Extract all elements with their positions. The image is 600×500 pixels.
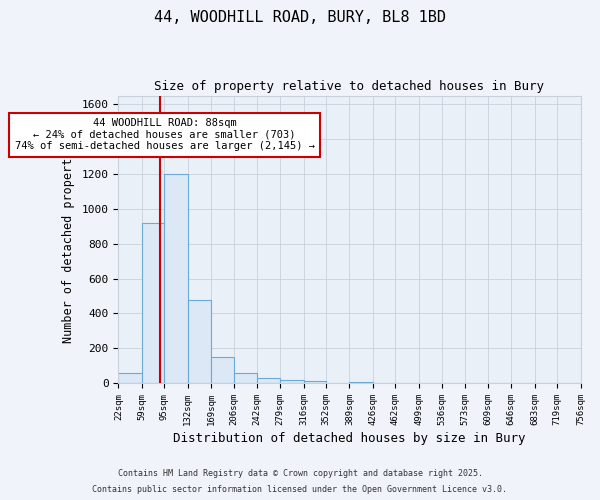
Bar [188,300,211,383]
X-axis label: Distribution of detached houses by size in Bury: Distribution of detached houses by size … [173,432,526,445]
Bar [349,382,373,383]
Text: Contains HM Land Registry data © Crown copyright and database right 2025.: Contains HM Land Registry data © Crown c… [118,468,482,477]
Text: 44 WOODHILL ROAD: 88sqm
← 24% of detached houses are smaller (703)
74% of semi-d: 44 WOODHILL ROAD: 88sqm ← 24% of detache… [15,118,315,152]
Y-axis label: Number of detached properties: Number of detached properties [62,136,75,342]
Bar [142,223,164,383]
Bar [234,372,257,383]
Bar [280,380,304,383]
Bar [257,378,280,383]
Text: Contains public sector information licensed under the Open Government Licence v3: Contains public sector information licen… [92,485,508,494]
Bar [164,174,188,383]
Text: 44, WOODHILL ROAD, BURY, BL8 1BD: 44, WOODHILL ROAD, BURY, BL8 1BD [154,10,446,25]
Bar [304,382,326,383]
Bar [118,374,142,383]
Bar [211,357,234,383]
Title: Size of property relative to detached houses in Bury: Size of property relative to detached ho… [154,80,544,93]
